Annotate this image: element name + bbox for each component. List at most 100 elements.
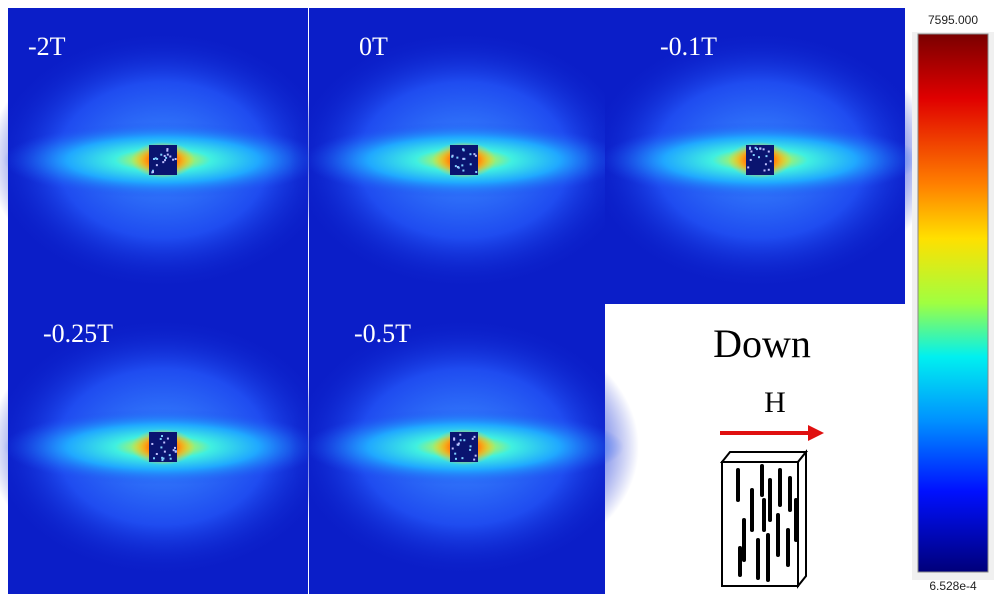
schematic: Down H	[713, 321, 824, 589]
pixel	[163, 441, 166, 444]
pixel	[169, 155, 172, 158]
scattering-panel: -0.5T	[289, 297, 639, 594]
pixel	[764, 163, 767, 166]
pixel	[162, 161, 165, 164]
colorbar: 7595.000 6.528e-4	[912, 13, 994, 593]
pixel	[454, 165, 457, 168]
pixel	[755, 148, 758, 151]
pixel	[172, 449, 175, 452]
pixel	[172, 158, 175, 161]
domains	[736, 464, 798, 582]
pixel	[453, 437, 456, 440]
pixel	[767, 150, 770, 153]
pixel	[459, 433, 462, 436]
pixel	[159, 437, 162, 440]
pixel	[173, 446, 176, 449]
pixel	[456, 443, 459, 446]
pixel	[752, 153, 755, 156]
pixel	[462, 149, 465, 152]
pixel	[451, 447, 454, 450]
pixel	[762, 148, 765, 151]
pixel	[155, 452, 158, 455]
pixel	[765, 155, 768, 158]
pixel	[161, 459, 164, 462]
pixel	[164, 159, 167, 162]
pixel	[457, 166, 460, 169]
pixel	[757, 156, 760, 159]
pixel	[462, 157, 465, 160]
pixel	[155, 164, 158, 167]
pixel	[456, 156, 459, 159]
pixel	[156, 157, 159, 160]
field-value: -2T	[28, 32, 66, 61]
pixel	[166, 148, 169, 151]
pixel	[169, 457, 172, 460]
pixel	[166, 153, 169, 156]
pixel	[469, 448, 472, 451]
field-value: -0.25T	[43, 319, 113, 348]
pixel	[763, 169, 766, 172]
pixel	[754, 146, 757, 149]
pixel	[174, 450, 177, 453]
pixel	[154, 157, 157, 160]
field-value: -0.1T	[660, 32, 717, 61]
pixel	[160, 446, 163, 449]
pixel	[749, 146, 752, 149]
pixel	[151, 442, 154, 445]
pixel	[454, 452, 457, 455]
pixel	[469, 153, 472, 156]
scattering-panel: 0T	[289, 8, 639, 298]
pixel	[151, 169, 154, 172]
arrow-head	[808, 425, 824, 441]
sample-side	[797, 449, 807, 589]
direction-title: Down	[713, 321, 811, 366]
pixel	[161, 456, 164, 459]
pixel	[461, 164, 464, 167]
pixel	[473, 435, 476, 438]
pixel	[163, 450, 166, 453]
pixel	[474, 154, 477, 157]
scattering-panel: -0.1T	[585, 8, 935, 304]
sample-top	[719, 451, 809, 463]
field-label: H	[764, 386, 786, 419]
pixel	[475, 171, 478, 174]
pixel	[174, 158, 177, 161]
pixel	[463, 439, 466, 442]
pixel	[461, 457, 464, 460]
pixel	[165, 156, 168, 159]
pixel	[473, 458, 476, 461]
panels: -2T 0T -0.1T -0.25T -0.5T	[0, 8, 935, 594]
pixel	[473, 153, 476, 156]
pixel	[749, 147, 752, 150]
pixel	[759, 147, 762, 150]
field-value: 0T	[359, 32, 388, 61]
beamstop	[450, 432, 478, 462]
colorbar-gradient	[917, 33, 989, 573]
pixel	[463, 157, 466, 160]
pixel	[469, 163, 472, 166]
pixel	[162, 457, 165, 460]
pixel	[747, 166, 750, 169]
pixel	[469, 445, 472, 448]
pixel	[459, 439, 462, 442]
pixel	[769, 160, 772, 163]
pixel	[750, 150, 753, 153]
scattering-panel: -2T	[0, 8, 338, 298]
pixel	[161, 435, 164, 438]
pixel	[166, 149, 169, 152]
pixel	[163, 154, 166, 157]
pixel	[474, 454, 477, 457]
pixel	[166, 437, 169, 440]
colorbar-max: 7595.000	[928, 13, 978, 27]
colorbar-min: 6.528e-4	[929, 579, 977, 593]
pixel	[160, 153, 163, 156]
pixel	[168, 454, 171, 457]
pixel	[471, 437, 474, 440]
scattering-panel: -0.25T	[0, 297, 338, 594]
pixel	[451, 155, 454, 158]
pixel	[151, 171, 154, 174]
pixel	[453, 438, 456, 441]
pixel	[749, 158, 752, 161]
pixel	[153, 457, 156, 460]
